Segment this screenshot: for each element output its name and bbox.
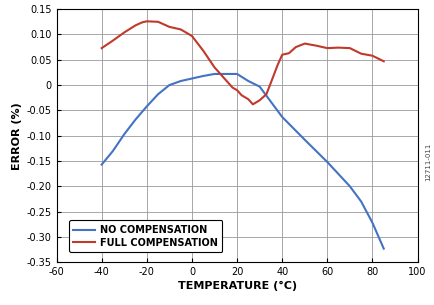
FULL COMPENSATION [263,92,268,96]
NO COMPENSATION [245,79,250,83]
FULL COMPENSATION [223,78,228,82]
Legend: NO COMPENSATION, FULL COMPENSATION: NO COMPENSATION, FULL COMPENSATION [69,220,222,252]
FULL COMPENSATION [144,20,149,23]
FULL COMPENSATION [313,44,318,48]
FULL COMPENSATION [274,63,279,67]
FULL COMPENSATION [256,99,262,102]
NO COMPENSATION [133,118,138,121]
NO COMPENSATION [122,132,127,136]
FULL COMPENSATION [155,20,160,24]
NO COMPENSATION [346,185,352,188]
NO COMPENSATION [256,85,262,88]
FULL COMPENSATION [139,20,145,24]
FULL COMPENSATION [238,93,243,97]
FULL COMPENSATION [335,46,340,49]
NO COMPENSATION [166,83,171,87]
NO COMPENSATION [324,160,329,164]
Line: FULL COMPENSATION: FULL COMPENSATION [102,21,383,104]
NO COMPENSATION [369,221,374,225]
FULL COMPENSATION [245,97,250,101]
FULL COMPENSATION [302,42,307,45]
NO COMPENSATION [234,72,239,76]
NO COMPENSATION [200,74,205,78]
FULL COMPENSATION [346,46,352,50]
FULL COMPENSATION [230,86,235,89]
NO COMPENSATION [211,72,217,76]
NO COMPENSATION [155,92,160,96]
FULL COMPENSATION [99,46,104,50]
FULL COMPENSATION [286,51,291,55]
NO COMPENSATION [189,77,194,80]
NO COMPENSATION [279,115,284,119]
NO COMPENSATION [302,138,307,142]
Y-axis label: ERROR (%): ERROR (%) [12,102,22,170]
FULL COMPENSATION [369,54,374,58]
FULL COMPENSATION [211,66,217,69]
NO COMPENSATION [99,163,104,167]
Line: NO COMPENSATION: NO COMPENSATION [102,74,383,249]
Text: 12711-011: 12711-011 [424,142,431,181]
X-axis label: TEMPERATURE (°C): TEMPERATURE (°C) [177,281,296,291]
FULL COMPENSATION [178,27,183,31]
FULL COMPENSATION [234,88,239,92]
FULL COMPENSATION [110,39,115,42]
NO COMPENSATION [110,149,115,153]
FULL COMPENSATION [250,102,255,106]
FULL COMPENSATION [133,23,138,27]
NO COMPENSATION [358,200,363,203]
FULL COMPENSATION [166,25,171,29]
FULL COMPENSATION [380,59,385,63]
FULL COMPENSATION [122,30,127,34]
FULL COMPENSATION [189,34,194,38]
FULL COMPENSATION [293,45,298,49]
FULL COMPENSATION [268,81,273,84]
NO COMPENSATION [178,79,183,83]
FULL COMPENSATION [358,52,363,56]
FULL COMPENSATION [279,53,284,56]
FULL COMPENSATION [324,46,329,50]
NO COMPENSATION [380,247,385,250]
NO COMPENSATION [144,105,149,108]
FULL COMPENSATION [200,49,205,52]
